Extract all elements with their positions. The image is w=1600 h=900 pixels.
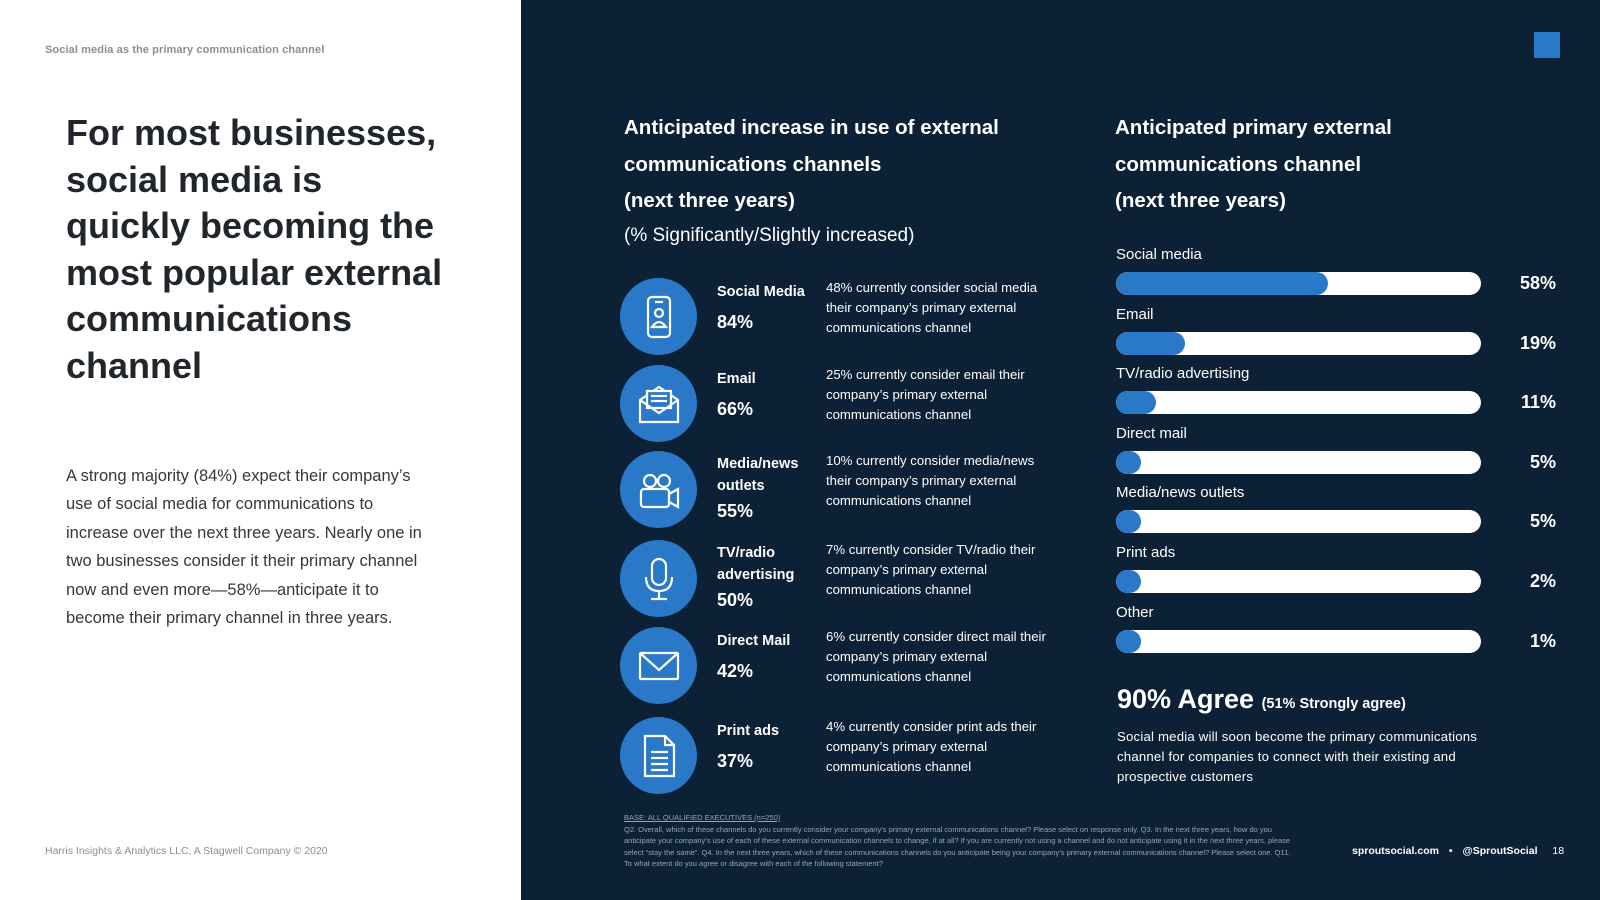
bar-value-label: 58% <box>1496 273 1556 294</box>
bar <box>1116 630 1141 653</box>
video-camera-icon <box>620 451 697 528</box>
channel-row-direct-mail: Direct Mail 42% 6% currently consider di… <box>620 627 1060 707</box>
footnote-base: BASE: ALL QUALIFIED EXECUTIVES (n=250) <box>624 812 1294 824</box>
left-panel: Social media as the primary communicatio… <box>0 0 521 900</box>
bar-row: Email 19% <box>1116 306 1556 366</box>
section-eyebrow: Social media as the primary communicatio… <box>45 44 324 56</box>
primary-title-line-1: Anticipated primary external <box>1115 110 1535 147</box>
channel-description: 7% currently consider TV/radio their com… <box>826 540 1061 600</box>
increase-title-line-1: Anticipated increase in use of external <box>624 110 1064 147</box>
bar <box>1116 451 1141 474</box>
channel-name: Social Media <box>717 281 817 303</box>
footer-links: sproutsocial.com • @SproutSocial 18 <box>1352 845 1564 857</box>
bar-row: Print ads 2% <box>1116 544 1556 604</box>
channel-description: 6% currently consider direct mail their … <box>826 627 1061 687</box>
increase-chart-subtitle: (% Significantly/Slightly increased) <box>624 225 914 247</box>
smartphone-icon <box>620 278 697 355</box>
bar-row: Media/news outlets 5% <box>1116 484 1556 544</box>
document-icon <box>620 717 697 794</box>
body-paragraph: A strong majority (84%) expect their com… <box>66 462 426 632</box>
agree-strongly-text: (51% Strongly agree) <box>1262 696 1406 712</box>
agree-big-text: 90% Agree <box>1117 684 1254 714</box>
survey-footnote: BASE: ALL QUALIFIED EXECUTIVES (n=250) Q… <box>624 812 1294 870</box>
bar-row: TV/radio advertising 11% <box>1116 365 1556 425</box>
channel-description: 48% currently consider social media thei… <box>826 278 1061 338</box>
channel-description: 4% currently consider print ads their co… <box>826 717 1061 777</box>
page-number: 18 <box>1552 845 1564 857</box>
website-link[interactable]: sproutsocial.com <box>1352 845 1439 857</box>
channel-percent: 42% <box>717 661 753 682</box>
footer-separator: • <box>1449 845 1453 857</box>
channel-percent: 84% <box>717 312 753 333</box>
channel-description: 10% currently consider media/news their … <box>826 451 1061 511</box>
bar-value-label: 19% <box>1496 333 1556 354</box>
bar-track <box>1116 570 1481 593</box>
open-envelope-icon <box>620 365 697 442</box>
bar-category-label: Other <box>1116 604 1154 621</box>
channel-row-print-ads: Print ads 37% 4% currently consider prin… <box>620 717 1060 797</box>
bar-category-label: Social media <box>1116 246 1202 263</box>
channel-row-tv-radio: TV/radio advertising 50% 7% currently co… <box>620 540 1060 620</box>
channel-name: Print ads <box>717 720 817 742</box>
bar <box>1116 391 1156 414</box>
increase-title-line-3: (next three years) <box>624 183 1064 220</box>
primary-chart-title: Anticipated primary external communicati… <box>1115 110 1535 220</box>
bar <box>1116 570 1141 593</box>
increase-title-line-2: communications channels <box>624 147 1064 184</box>
bar-category-label: Media/news outlets <box>1116 484 1244 501</box>
channel-name: TV/radio advertising <box>717 542 817 586</box>
agree-stat: 90% Agree (51% Strongly agree) <box>1117 684 1406 715</box>
channel-name: Media/news outlets <box>717 453 817 497</box>
envelope-icon <box>620 627 697 704</box>
channel-percent: 37% <box>717 751 753 772</box>
bar-track <box>1116 391 1481 414</box>
bar-value-label: 1% <box>1496 631 1556 652</box>
social-handle-link[interactable]: @SproutSocial <box>1462 845 1537 857</box>
bar-value-label: 2% <box>1496 571 1556 592</box>
copyright-footer: Harris Insights & Analytics LLC, A Stagw… <box>45 845 328 857</box>
bar-track <box>1116 451 1481 474</box>
bar-value-label: 11% <box>1496 392 1556 413</box>
channel-row-social-media: Social Media 84% 48% currently consider … <box>620 278 1060 358</box>
bar <box>1116 332 1185 355</box>
bar-value-label: 5% <box>1496 452 1556 473</box>
bar-row: Social media 58% <box>1116 246 1556 306</box>
channel-percent: 50% <box>717 590 753 611</box>
channel-name: Direct Mail <box>717 630 817 652</box>
bar-track <box>1116 332 1481 355</box>
bar-category-label: Print ads <box>1116 544 1175 561</box>
agree-description: Social media will soon become the primar… <box>1117 727 1527 787</box>
channel-description: 25% currently consider email their compa… <box>826 365 1061 425</box>
brand-square <box>1534 32 1560 58</box>
primary-title-line-2: communications channel <box>1115 147 1535 184</box>
bar-row: Other 1% <box>1116 604 1556 664</box>
channel-row-media-news: Media/news outlets 55% 10% currently con… <box>620 451 1060 531</box>
increase-chart-title: Anticipated increase in use of external … <box>624 110 1064 220</box>
primary-title-line-3: (next three years) <box>1115 183 1535 220</box>
bar-value-label: 5% <box>1496 511 1556 532</box>
bar-category-label: Direct mail <box>1116 425 1187 442</box>
channel-percent: 66% <box>717 399 753 420</box>
bar <box>1116 510 1141 533</box>
bar <box>1116 272 1328 295</box>
channel-percent: 55% <box>717 501 753 522</box>
bar-category-label: Email <box>1116 306 1154 323</box>
bar-row: Direct mail 5% <box>1116 425 1556 485</box>
bar-track <box>1116 630 1481 653</box>
footnote-questions: Q2. Overall, which of these channels do … <box>624 824 1294 870</box>
bar-category-label: TV/radio advertising <box>1116 365 1249 382</box>
microphone-icon <box>620 540 697 617</box>
channel-name: Email <box>717 368 817 390</box>
bar-track <box>1116 272 1481 295</box>
bar-track <box>1116 510 1481 533</box>
channel-row-email: Email 66% 25% currently consider email t… <box>620 365 1060 445</box>
page-headline: For most businesses, social media is qui… <box>66 110 446 389</box>
